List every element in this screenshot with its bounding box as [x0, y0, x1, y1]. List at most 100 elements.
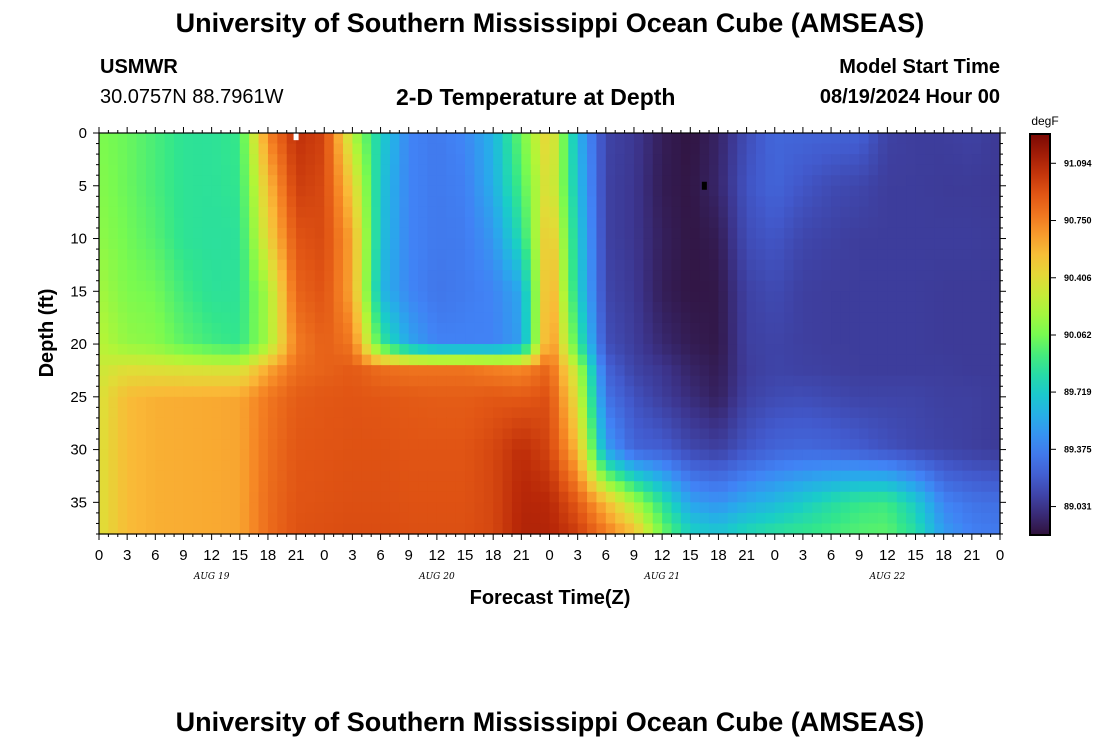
x-tick-label: 18	[485, 547, 502, 564]
x-tick-label: 12	[203, 547, 220, 564]
heatmap-cell	[802, 439, 813, 451]
heatmap-cell	[971, 523, 982, 535]
heatmap-cell	[145, 354, 156, 366]
heatmap-cell	[774, 512, 785, 525]
heatmap-cell	[709, 133, 720, 145]
heatmap-cell	[953, 185, 964, 197]
heatmap-cell	[615, 291, 626, 303]
heatmap-cell	[549, 301, 560, 313]
heatmap-cell	[211, 238, 222, 250]
heatmap-cell	[868, 428, 879, 440]
heatmap-cell	[577, 344, 588, 356]
heatmap-cell	[812, 312, 823, 324]
heatmap-cell	[455, 470, 466, 482]
heatmap-cell	[662, 206, 673, 219]
y-tick-label: 0	[79, 125, 87, 142]
heatmap-cell	[108, 185, 119, 197]
heatmap-cell	[662, 217, 673, 229]
heatmap-cell	[784, 143, 795, 155]
heatmap-cell	[737, 259, 748, 271]
heatmap-cell	[296, 217, 307, 229]
heatmap-cell	[662, 312, 673, 324]
heatmap-cell	[436, 291, 447, 303]
heatmap-cell	[934, 396, 945, 408]
heatmap-cell	[389, 417, 400, 430]
heatmap-cell	[953, 523, 964, 535]
heatmap-cell	[99, 196, 109, 208]
heatmap-cell	[953, 460, 964, 472]
heatmap-cell	[221, 280, 231, 292]
heatmap-cell	[746, 354, 757, 366]
heatmap-cell	[812, 449, 823, 461]
heatmap-cell	[145, 375, 156, 387]
heatmap-cell	[877, 449, 888, 461]
heatmap-cell	[286, 322, 297, 335]
heatmap-cell	[990, 333, 1001, 345]
heatmap-cell	[540, 154, 551, 166]
heatmap-cell	[943, 365, 954, 377]
heatmap-cell	[821, 460, 832, 472]
heatmap-cell	[343, 396, 354, 408]
heatmap-cell	[267, 270, 278, 282]
heatmap-cell	[314, 502, 325, 514]
heatmap-cell	[709, 512, 720, 525]
heatmap-cell	[540, 217, 551, 229]
heatmap-cell	[511, 502, 522, 514]
heatmap-cell	[831, 133, 842, 145]
heatmap-cell	[296, 249, 307, 261]
heatmap-cell	[145, 227, 156, 240]
heatmap-cell	[643, 439, 654, 451]
heatmap-cell	[577, 175, 588, 187]
heatmap-cell	[765, 523, 776, 535]
heatmap-cell	[99, 175, 109, 187]
heatmap-cell	[371, 291, 382, 303]
heatmap-cell	[868, 227, 879, 240]
heatmap-cell	[211, 206, 222, 219]
heatmap-cell	[887, 291, 898, 303]
heatmap-cell	[511, 333, 522, 345]
heatmap-cell	[549, 375, 560, 387]
heatmap-cell	[436, 154, 447, 166]
heatmap-cell	[981, 217, 992, 229]
heatmap-cell	[934, 301, 945, 313]
heatmap-cell	[258, 344, 269, 356]
heatmap-cell	[371, 417, 382, 430]
heatmap-cell	[127, 133, 138, 145]
heatmap-cell	[784, 227, 795, 240]
heatmap-cell	[540, 502, 551, 514]
heatmap-cell	[906, 270, 917, 282]
y-tick-label: 15	[70, 283, 87, 300]
heatmap-cell	[709, 143, 720, 155]
heatmap-cell	[877, 344, 888, 356]
heatmap-cell	[831, 175, 842, 187]
heatmap-cell	[389, 227, 400, 240]
heatmap-cell	[324, 428, 335, 440]
heatmap-cell	[408, 523, 419, 535]
heatmap-cell	[258, 365, 269, 377]
heatmap-cell	[577, 322, 588, 335]
heatmap-cell	[812, 375, 823, 387]
heatmap-cell	[296, 344, 307, 356]
heatmap-cell	[652, 396, 663, 408]
heatmap-cell	[239, 354, 250, 366]
heatmap-cell	[474, 143, 485, 155]
heatmap-cell	[493, 344, 504, 356]
heatmap-cell	[418, 259, 429, 271]
heatmap-cell	[361, 375, 372, 387]
heatmap-cell	[183, 217, 194, 229]
heatmap-cell	[211, 185, 222, 197]
heatmap-cell	[249, 428, 260, 440]
heatmap-cell	[211, 375, 222, 387]
heatmap-cell	[427, 322, 438, 335]
heatmap-cell	[558, 280, 569, 292]
heatmap-cell	[943, 270, 954, 282]
heatmap-cell	[643, 280, 654, 292]
heatmap-cell	[343, 301, 354, 313]
heatmap-cell	[418, 238, 429, 250]
heatmap-cell	[680, 407, 691, 419]
heatmap-cell	[455, 206, 466, 219]
heatmap-cell	[877, 322, 888, 335]
heatmap-cell	[108, 417, 119, 430]
heatmap-cell	[399, 322, 410, 335]
heatmap-cell	[418, 407, 429, 419]
